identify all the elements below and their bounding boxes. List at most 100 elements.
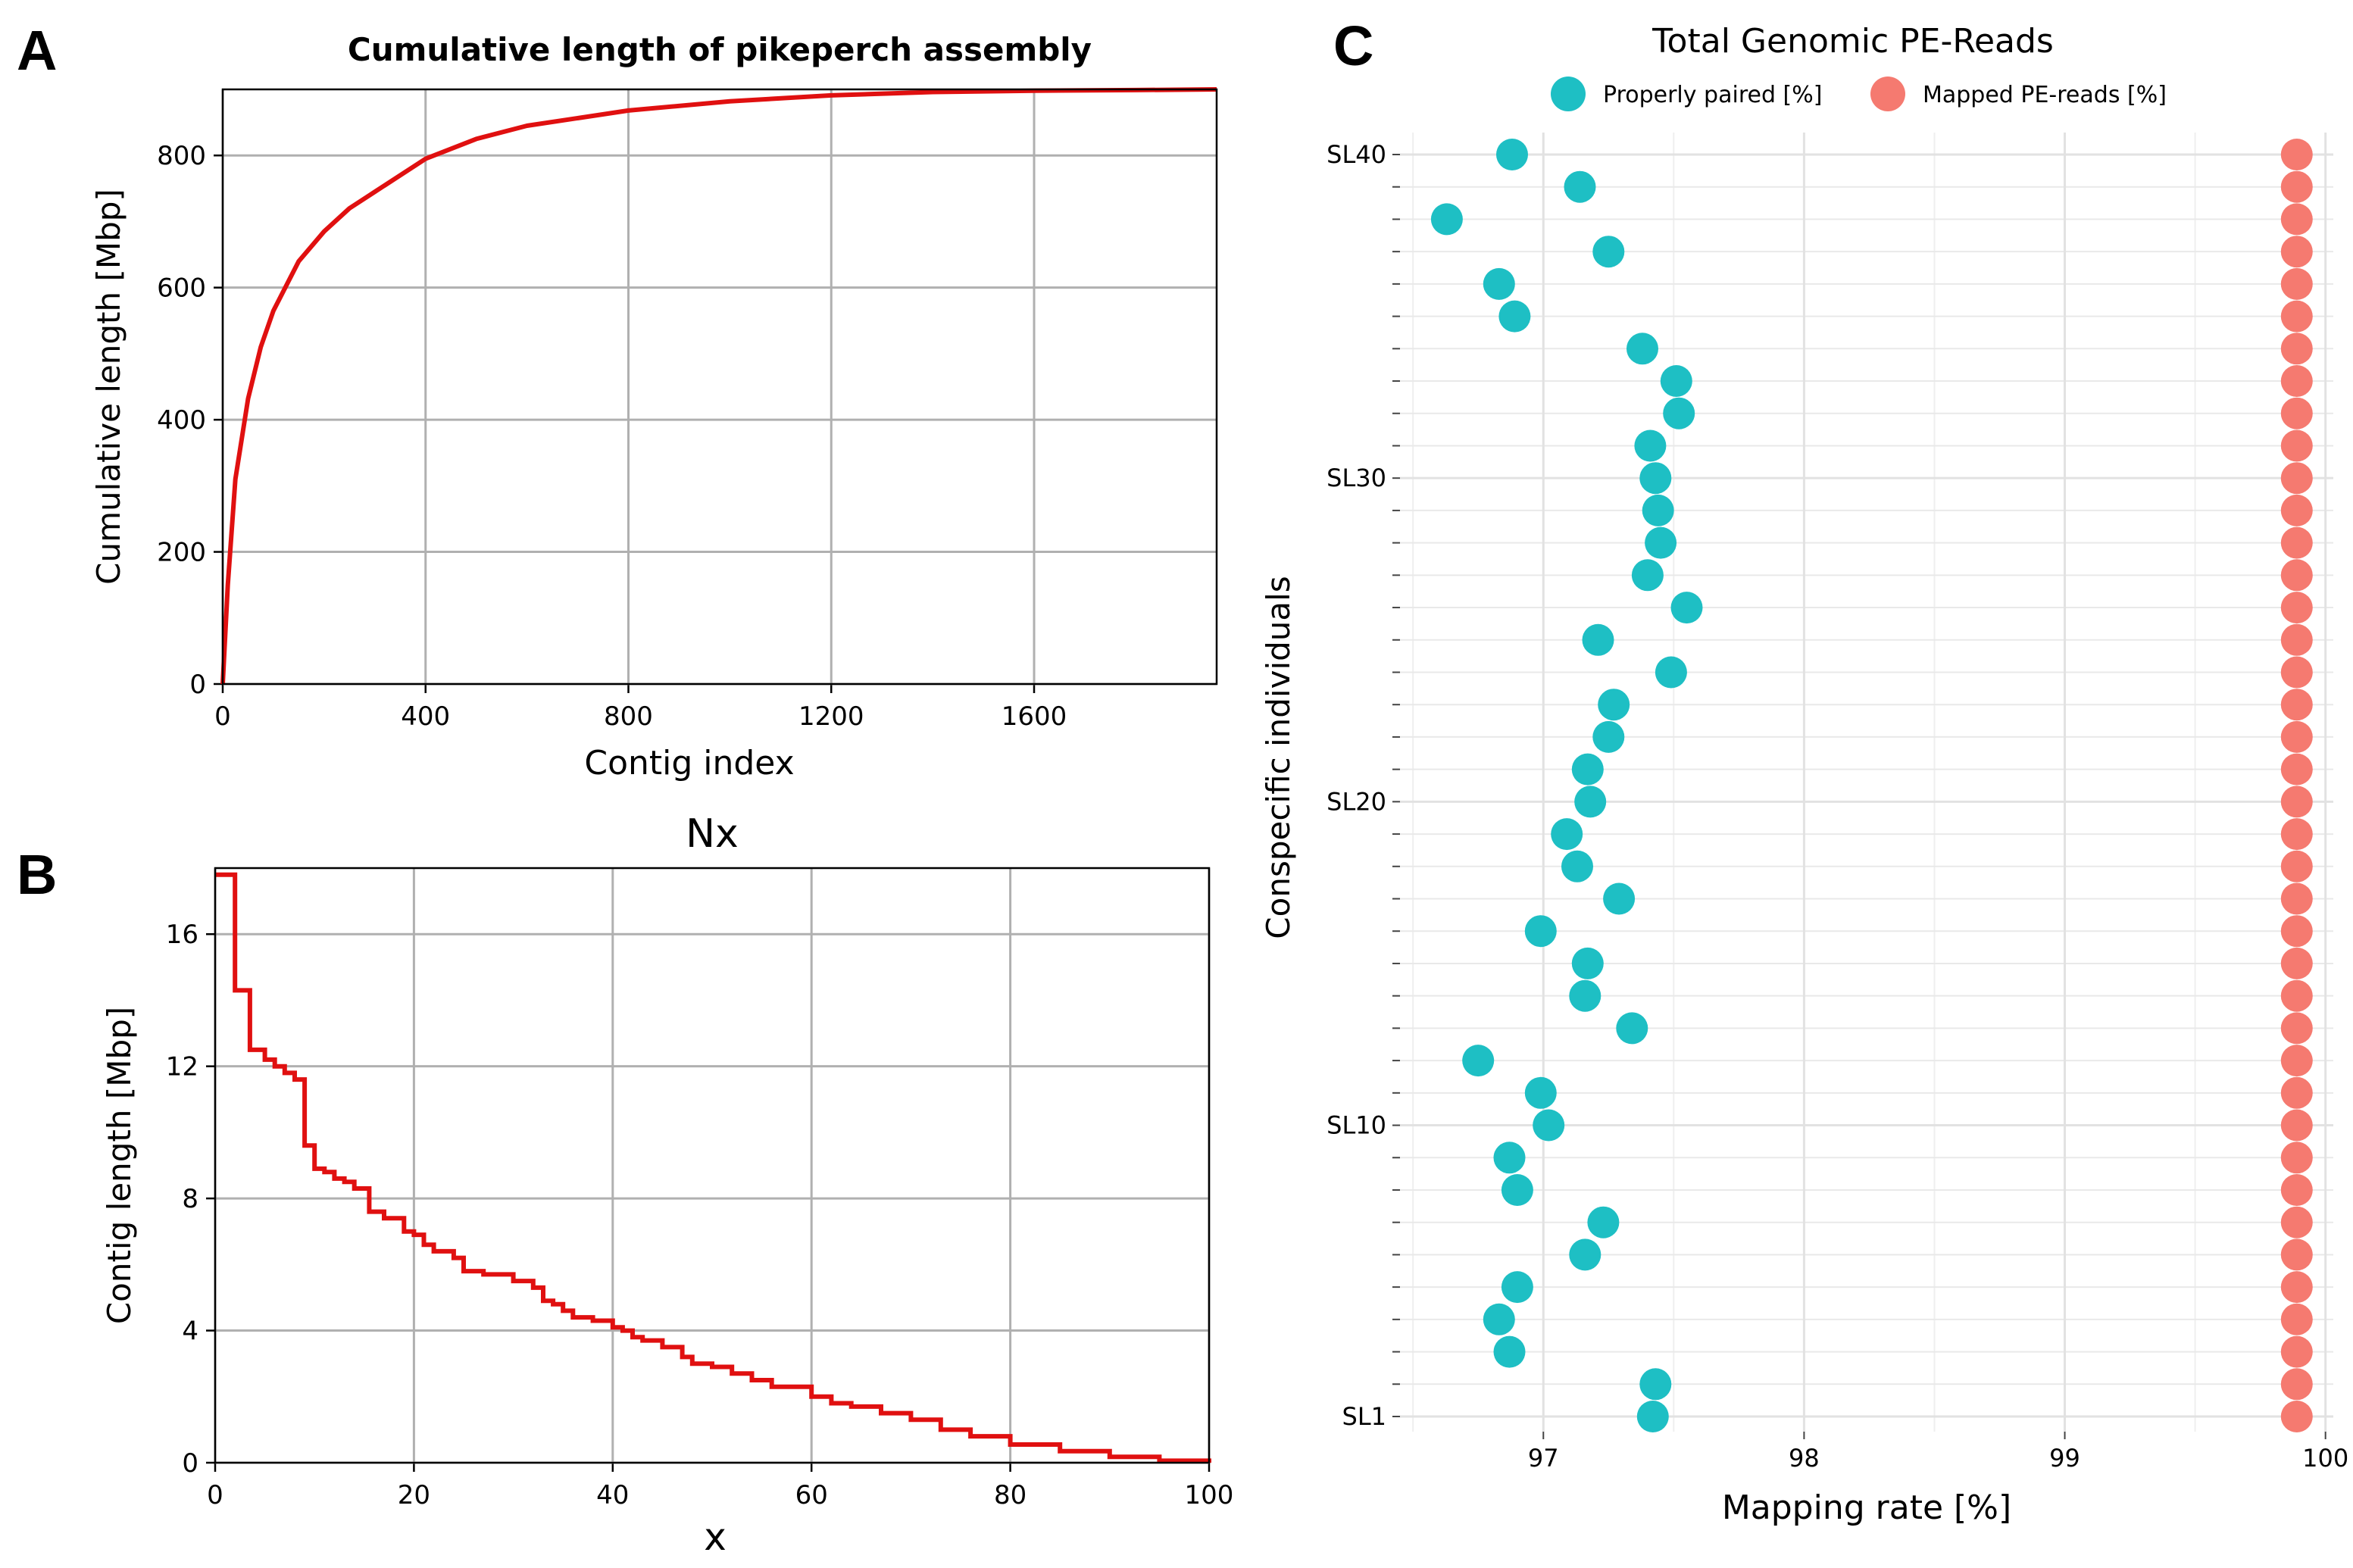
point-mapped-pe-reads [2280,559,2313,592]
x-tick-label: 1200 [798,701,864,732]
point-properly-paired [1598,689,1630,721]
y-axis-label: Conspecific individuals [1260,576,1297,939]
point-properly-paired [1496,139,1528,170]
point-mapped-pe-reads [2280,462,2313,495]
legend-label-mapped-pe-reads: Mapped PE-reads [%] [1923,82,2167,108]
x-tick-label: 98 [1789,1444,1820,1473]
series-line-nx [215,872,1211,1463]
panel-letter-a: A [17,19,57,82]
series-line-cumulative-length [220,87,1217,685]
point-mapped-pe-reads [2280,429,2313,462]
y-tick-label: 0 [182,1448,198,1479]
point-properly-paired [1639,462,1672,495]
x-tick-label: 100 [2302,1444,2348,1473]
point-properly-paired [1493,1142,1526,1174]
point-mapped-pe-reads [2280,526,2313,559]
legend-marker-properly-paired [1551,77,1586,111]
legend-label-properly-paired: Properly paired [%] [1603,82,1822,108]
point-properly-paired [1642,494,1674,526]
x-tick-label: 400 [401,701,450,732]
point-mapped-pe-reads [2280,397,2313,429]
point-mapped-pe-reads [2280,753,2313,786]
point-properly-paired [1501,1271,1533,1304]
point-mapped-pe-reads [2280,170,2313,203]
point-properly-paired [1587,1206,1620,1238]
point-mapped-pe-reads [2280,267,2313,300]
point-properly-paired [1592,720,1625,753]
point-mapped-pe-reads [2280,818,2313,851]
chart-b: 0 20 40 60 80 100 0 4 8 12 16 Nx x Contig length [Mbp… [101,811,1233,1559]
point-properly-paired [1571,947,1604,979]
point-mapped-pe-reads [2280,1109,2313,1142]
x-axis-label: x [704,1515,727,1559]
point-properly-paired [1561,850,1593,882]
point-mapped-pe-reads [2280,882,2313,915]
x-tick-label: 20 [398,1480,430,1510]
point-properly-paired [1592,236,1625,268]
y-tick-label: 400 [157,405,206,436]
point-properly-paired [1655,656,1687,689]
y-tick-label: 200 [157,538,206,568]
y-tick-label: SL40 [1326,140,1386,169]
point-mapped-pe-reads [2280,1238,2313,1271]
point-properly-paired [1636,1401,1669,1432]
point-properly-paired [1660,365,1692,397]
point-mapped-pe-reads [2280,1401,2313,1432]
panel-letter-b: B [17,843,57,906]
point-mapped-pe-reads [2280,1142,2313,1174]
plot-frame [221,88,1218,686]
x-tick-label: 800 [604,701,653,732]
point-properly-paired [1564,170,1596,203]
x-tick-label: 1600 [1002,701,1067,732]
chart-c: 97 98 99 100 SL1 SL10 SL20 SL30 SL40 Total Genomi… [1260,22,2348,1527]
point-mapped-pe-reads [2280,623,2313,656]
point-mapped-pe-reads [2280,786,2313,818]
y-tick-label: 16 [166,920,198,950]
point-mapped-pe-reads [2280,365,2313,397]
point-mapped-pe-reads [2280,689,2313,721]
x-tick-label: 80 [994,1480,1027,1510]
point-mapped-pe-reads [2280,850,2313,882]
plot-background [1400,133,2333,1432]
chart-a: 0 400 800 1200 1600 0 200 400 600 800 Cumulative l… [90,31,1218,782]
point-mapped-pe-reads [2280,1045,2313,1077]
point-mapped-pe-reads [2280,656,2313,689]
point-mapped-pe-reads [2280,720,2313,753]
point-mapped-pe-reads [2280,915,2313,948]
x-tick-label: 0 [214,701,231,732]
x-tick-label: 99 [2049,1444,2080,1473]
point-mapped-pe-reads [2280,300,2313,333]
point-properly-paired [1551,818,1583,851]
point-mapped-pe-reads [2280,1206,2313,1238]
point-properly-paired [1634,429,1667,462]
point-properly-paired [1603,882,1636,915]
legend-marker-mapped-pe-reads [1870,77,1905,111]
y-tick-label: 8 [182,1184,198,1214]
point-properly-paired [1631,559,1664,592]
point-properly-paired [1483,1303,1515,1335]
y-tick-label: 800 [157,141,206,171]
point-properly-paired [1569,1238,1601,1271]
chart-title: Total Genomic PE-Reads [1651,22,2054,61]
x-tick-label: 0 [207,1480,223,1510]
y-axis-label: Cumulative length [Mbp] [90,189,127,585]
point-mapped-pe-reads [2280,494,2313,526]
panel-letter-c: C [1333,14,1373,77]
point-properly-paired [1493,1335,1526,1368]
x-tick-label: 60 [795,1480,828,1510]
point-properly-paired [1582,623,1614,656]
point-properly-paired [1571,753,1604,786]
x-tick-label: 97 [1528,1444,1559,1473]
x-tick-label: 100 [1185,1480,1234,1510]
y-tick-label: 12 [166,1052,198,1082]
point-properly-paired [1533,1109,1565,1142]
point-mapped-pe-reads [2280,1174,2313,1206]
point-properly-paired [1616,1012,1648,1045]
point-mapped-pe-reads [2280,1368,2313,1401]
point-properly-paired [1574,786,1607,818]
point-mapped-pe-reads [2280,1335,2313,1368]
point-properly-paired [1498,300,1531,333]
point-mapped-pe-reads [2280,236,2313,268]
point-properly-paired [1501,1174,1533,1206]
